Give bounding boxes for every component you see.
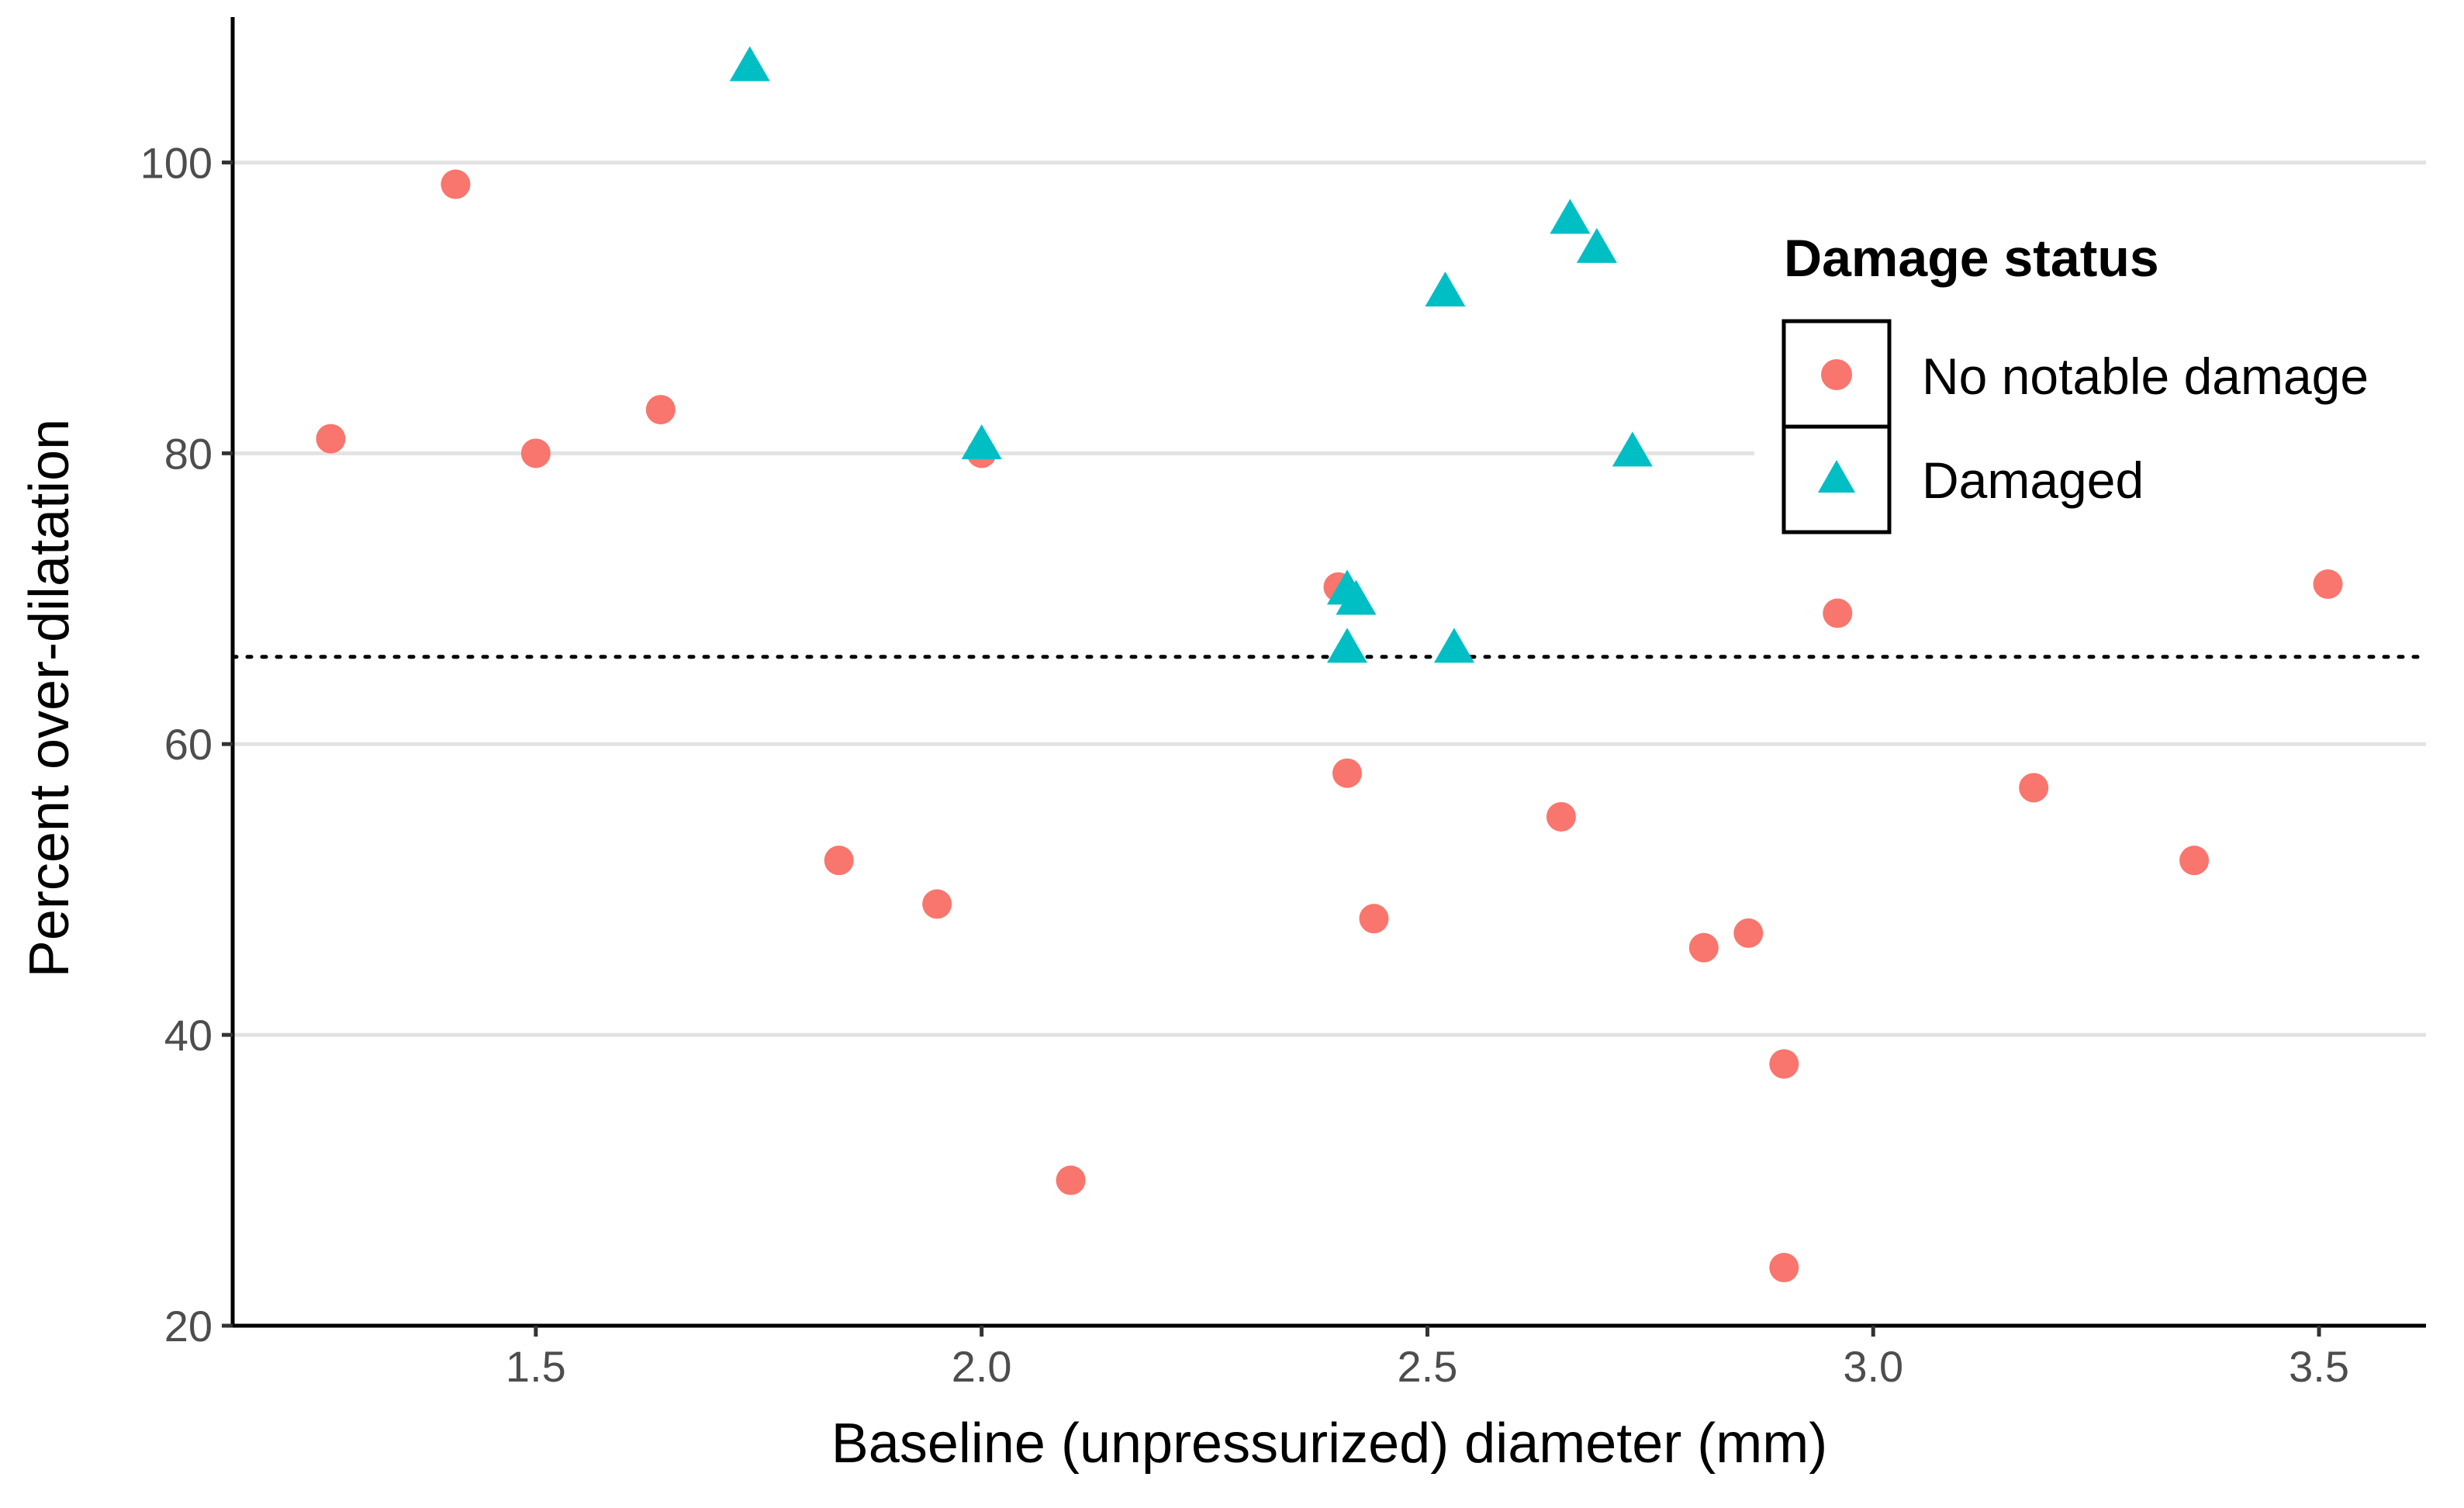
x-tick-label-2: 2.5: [1398, 1342, 1458, 1391]
point-no-damage-9: [1332, 758, 1362, 788]
point-damaged-6: [1433, 628, 1474, 663]
legend-entry-damaged: Damaged: [1922, 451, 2144, 509]
point-no-damage-13: [1733, 918, 1764, 948]
point-no-damage-1: [441, 169, 471, 199]
point-damaged-5: [1425, 272, 1466, 307]
point-no-damage-4: [824, 846, 854, 876]
legend-background: [1754, 203, 2452, 545]
legend-title: Damage status: [1784, 229, 2159, 288]
point-no-damage-16: [1823, 598, 1853, 628]
legend-key-circle-marker: [1821, 359, 1852, 390]
x-tick-label-0: 1.5: [506, 1342, 566, 1391]
x-axis-ticks: 1.5 2.0 2.5 3.0 3.5: [506, 1326, 2349, 1391]
point-no-damage-14: [1769, 1049, 1799, 1079]
point-damaged-1: [961, 424, 1002, 459]
point-no-damage-17: [2019, 773, 2049, 803]
x-tick-label-1: 2.0: [952, 1342, 1012, 1391]
point-no-damage-10: [1359, 904, 1389, 934]
axes: [230, 17, 2426, 1328]
x-tick-label-4: 3.5: [2289, 1342, 2349, 1391]
y-tick-label-2: 60: [164, 720, 213, 769]
legend: Damage status No notable damage Damaged: [1754, 203, 2452, 545]
y-tick-label-3: 80: [164, 429, 213, 478]
y-axis-ticks: 20 40 60 80 100: [140, 138, 233, 1351]
x-tick-label-3: 3.0: [1843, 1342, 1903, 1391]
point-damaged-9: [1612, 431, 1653, 467]
point-no-damage-3: [645, 395, 676, 425]
point-no-damage-15: [1769, 1253, 1799, 1283]
point-damaged-7: [1550, 199, 1591, 234]
point-no-damage-12: [1688, 932, 1719, 963]
y-tick-label-4: 100: [140, 138, 213, 187]
legend-entry-no-notable-damage: No notable damage: [1922, 348, 2369, 405]
point-damaged-0: [729, 46, 770, 81]
x-axis-title: Baseline (unpressurized) diameter (mm): [831, 1413, 1827, 1475]
point-damaged-4: [1326, 628, 1367, 663]
point-no-damage-2: [520, 438, 551, 469]
point-no-damage-18: [2179, 846, 2210, 876]
y-tick-label-0: 20: [164, 1302, 213, 1351]
point-no-damage-11: [1546, 801, 1576, 832]
legend-key-triangle-marker: [1818, 460, 1855, 493]
point-no-damage-7: [1056, 1165, 1086, 1195]
point-no-damage-5: [922, 889, 952, 919]
y-axis-title: Percent over-dilatation: [19, 419, 81, 977]
point-no-damage-0: [316, 424, 346, 454]
data-points: [316, 46, 2343, 1283]
point-damaged-8: [1576, 227, 1617, 263]
point-no-damage-19: [2313, 569, 2343, 600]
y-tick-label-1: 40: [164, 1011, 213, 1060]
point-damaged-3: [1336, 579, 1377, 615]
